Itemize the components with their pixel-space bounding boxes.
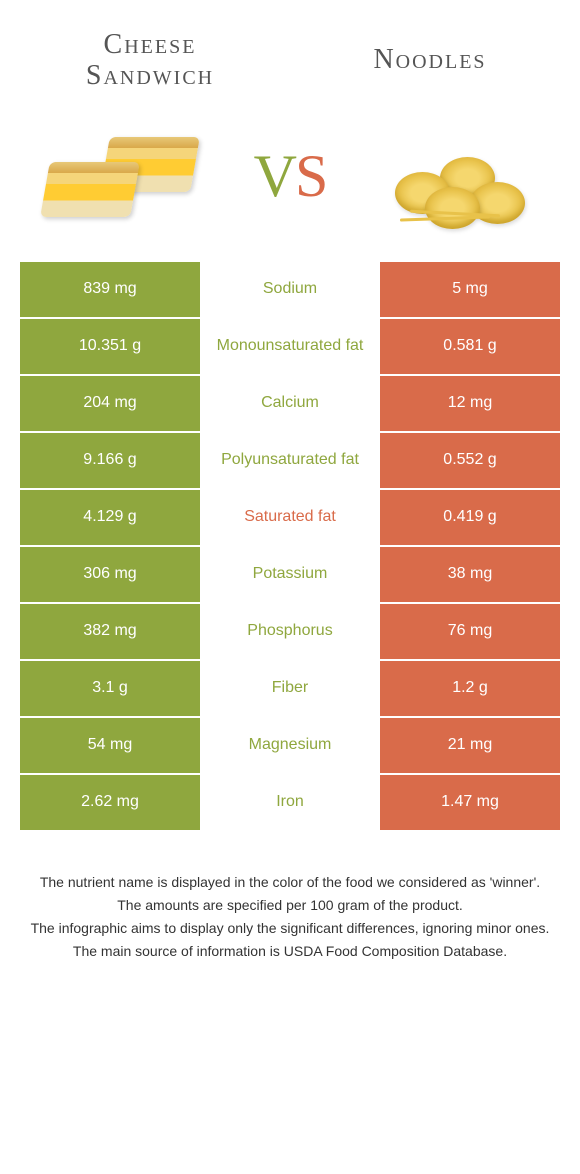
nutrient-label: Calcium [200,376,380,431]
vs-v: V [254,143,295,209]
right-food-image [370,122,540,232]
header: Cheese Sandwich Noodles [0,0,580,112]
footnotes: The nutrient name is displayed in the co… [0,832,580,984]
right-value: 1.47 mg [380,775,560,830]
nutrient-label: Monounsaturated fat [200,319,380,374]
nutrient-label: Polyunsaturated fat [200,433,380,488]
left-value: 10.351 g [20,319,200,374]
nutrient-row: 204 mgCalcium12 mg [20,376,560,431]
right-food-title: Noodles [330,45,530,76]
right-value: 0.581 g [380,319,560,374]
left-food-image [40,122,210,232]
nutrient-label: Fiber [200,661,380,716]
left-value: 54 mg [20,718,200,773]
left-value: 204 mg [20,376,200,431]
left-value: 3.1 g [20,661,200,716]
left-value: 382 mg [20,604,200,659]
left-food-title: Cheese Sandwich [50,30,250,92]
nutrient-row: 10.351 gMonounsaturated fat0.581 g [20,319,560,374]
left-value: 2.62 mg [20,775,200,830]
right-value: 76 mg [380,604,560,659]
noodles-icon [375,127,535,227]
nutrient-row: 306 mgPotassium38 mg [20,547,560,602]
right-value: 38 mg [380,547,560,602]
right-value: 1.2 g [380,661,560,716]
nutrient-row: 54 mgMagnesium21 mg [20,718,560,773]
left-value: 839 mg [20,262,200,317]
nutrient-row: 3.1 gFiber1.2 g [20,661,560,716]
right-value: 0.552 g [380,433,560,488]
left-value: 9.166 g [20,433,200,488]
footnote-line: The main source of information is USDA F… [30,941,550,962]
nutrient-row: 839 mgSodium5 mg [20,262,560,317]
nutrient-row: 4.129 gSaturated fat0.419 g [20,490,560,545]
right-value: 0.419 g [380,490,560,545]
vs-s: S [295,143,326,209]
footnote-line: The nutrient name is displayed in the co… [30,872,550,893]
vs-label: VS [254,142,327,211]
images-row: VS [0,112,580,262]
nutrient-row: 9.166 gPolyunsaturated fat0.552 g [20,433,560,488]
nutrient-label: Sodium [200,262,380,317]
right-value: 5 mg [380,262,560,317]
nutrient-label: Magnesium [200,718,380,773]
sandwich-icon [45,132,205,222]
right-value: 21 mg [380,718,560,773]
nutrient-label: Saturated fat [200,490,380,545]
footnote-line: The infographic aims to display only the… [30,918,550,939]
nutrient-table: 839 mgSodium5 mg10.351 gMonounsaturated … [20,262,560,830]
footnote-line: The amounts are specified per 100 gram o… [30,895,550,916]
nutrient-label: Iron [200,775,380,830]
nutrient-row: 2.62 mgIron1.47 mg [20,775,560,830]
nutrient-label: Potassium [200,547,380,602]
nutrient-label: Phosphorus [200,604,380,659]
nutrient-row: 382 mgPhosphorus76 mg [20,604,560,659]
right-value: 12 mg [380,376,560,431]
left-value: 4.129 g [20,490,200,545]
left-value: 306 mg [20,547,200,602]
